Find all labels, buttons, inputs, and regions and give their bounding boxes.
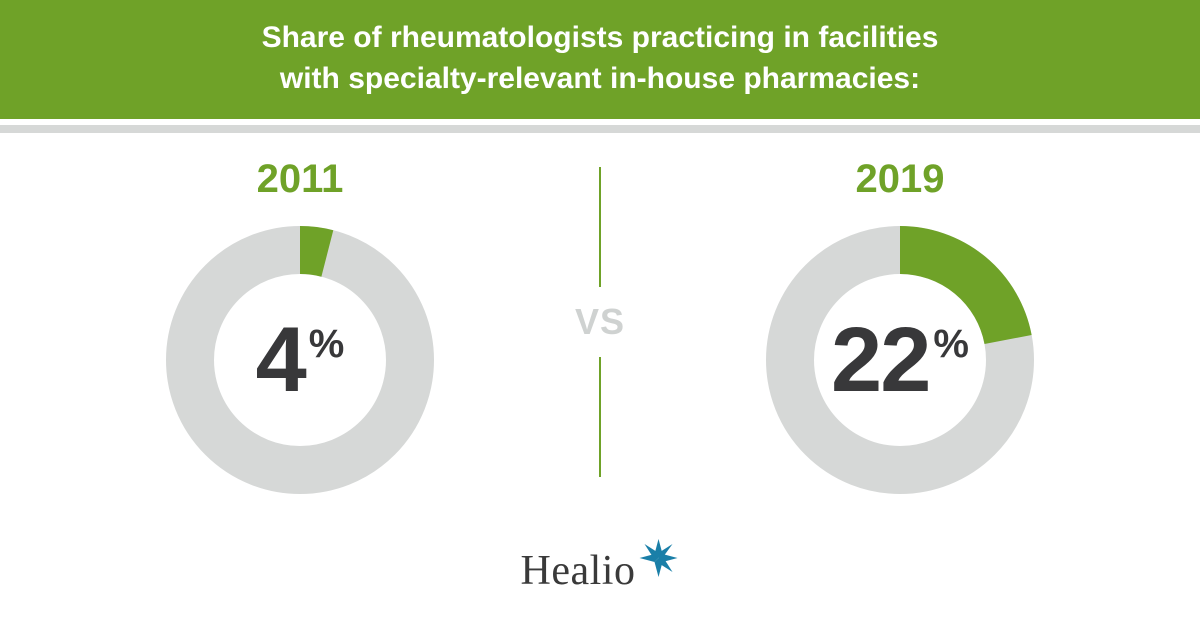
year-label-left: 2011 — [257, 157, 344, 202]
percent-symbol-left: % — [309, 322, 345, 367]
content-area: 2011 4 % VS 2019 22 % — [0, 133, 1200, 613]
donut-chart-right: 22 % — [750, 210, 1050, 510]
left-panel: 2011 4 % — [60, 157, 540, 510]
brand-logo: Healio — [521, 547, 680, 595]
vs-divider: VS — [540, 157, 660, 477]
right-panel: 2019 22 % — [660, 157, 1140, 510]
header-title: Share of rheumatologists practicing in f… — [20, 18, 1180, 99]
title-line-1: Share of rheumatologists practicing in f… — [262, 21, 939, 54]
vs-line-top — [599, 167, 601, 287]
header-divider — [0, 125, 1200, 133]
star-icon — [637, 537, 679, 579]
value-number-left: 4 — [256, 308, 305, 413]
donut-center-left: 4 % — [150, 210, 450, 510]
donut-center-right: 22 % — [750, 210, 1050, 510]
donut-chart-left: 4 % — [150, 210, 450, 510]
logo-text: Healio — [521, 547, 636, 595]
vs-line-bottom — [599, 357, 601, 477]
year-label-right: 2019 — [856, 157, 945, 202]
vs-label: VS — [575, 301, 625, 343]
value-number-right: 22 — [831, 308, 929, 413]
percent-symbol-right: % — [933, 322, 969, 367]
title-line-2: with specialty-relevant in-house pharmac… — [280, 62, 920, 95]
header-banner: Share of rheumatologists practicing in f… — [0, 0, 1200, 119]
